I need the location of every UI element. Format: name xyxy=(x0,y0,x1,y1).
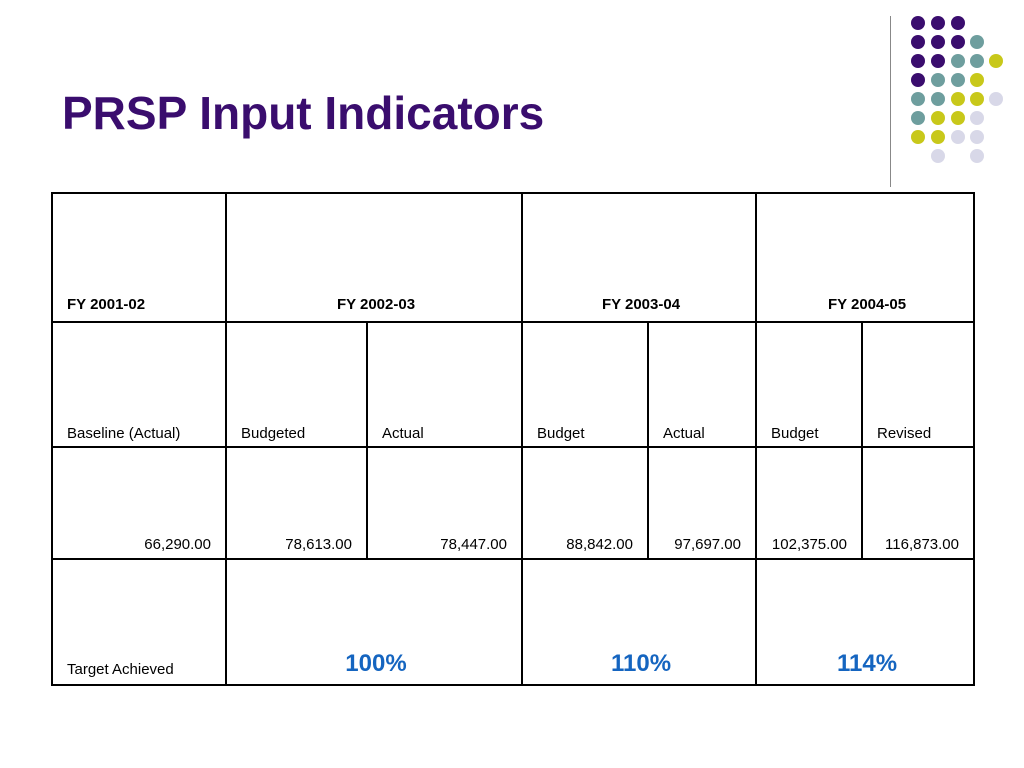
value-fy2004-revised: 116,873.00 xyxy=(861,446,975,560)
decorative-dot xyxy=(931,130,945,144)
decorative-dot xyxy=(931,92,945,106)
value-fy2002-actual: 78,447.00 xyxy=(366,446,523,560)
table-values-row: 66,290.00 78,613.00 78,447.00 88,842.00 … xyxy=(51,446,975,560)
decorative-dot xyxy=(911,73,925,87)
decorative-dot xyxy=(970,130,984,144)
decorative-dot xyxy=(931,16,945,30)
table-header-row: FY 2001-02 FY 2002-03 FY 2003-04 FY 2004… xyxy=(51,192,975,323)
decorative-dot xyxy=(931,149,945,163)
decorative-dot xyxy=(970,111,984,125)
decorative-dot xyxy=(989,92,1003,106)
decorative-dot xyxy=(970,92,984,106)
subheader-fy2004-budget: Budget xyxy=(755,321,863,448)
value-baseline: 66,290.00 xyxy=(51,446,227,560)
decorative-dot xyxy=(970,149,984,163)
decorative-dot xyxy=(931,35,945,49)
value-fy2003-actual: 97,697.00 xyxy=(647,446,757,560)
decorative-dot xyxy=(951,130,965,144)
title-divider-line xyxy=(890,16,891,187)
indicators-table: FY 2001-02 FY 2002-03 FY 2003-04 FY 2004… xyxy=(51,192,975,686)
header-cell-fy2001: FY 2001-02 xyxy=(51,192,227,323)
decorative-dot xyxy=(951,111,965,125)
decorative-dot xyxy=(970,73,984,87)
decorative-dot xyxy=(989,54,1003,68)
decorative-dot xyxy=(911,16,925,30)
table-subheader-row: Baseline (Actual) Budgeted Actual Budget… xyxy=(51,321,975,448)
value-fy2002-budgeted: 78,613.00 xyxy=(225,446,368,560)
header-cell-fy2002: FY 2002-03 xyxy=(225,192,523,323)
target-fy2004-percent: 114% xyxy=(755,558,975,686)
decorative-dot xyxy=(970,54,984,68)
table-target-row: Target Achieved 100% 110% 114% xyxy=(51,558,975,686)
decorative-dot xyxy=(911,111,925,125)
header-cell-fy2004: FY 2004-05 xyxy=(755,192,975,323)
header-cell-fy2003: FY 2003-04 xyxy=(521,192,757,323)
decorative-dot xyxy=(911,92,925,106)
decorative-dot xyxy=(970,35,984,49)
decorative-dot xyxy=(931,111,945,125)
decorative-dot xyxy=(931,54,945,68)
slide-title: PRSP Input Indicators xyxy=(62,87,545,139)
target-fy2002-percent: 100% xyxy=(225,558,523,686)
decorative-dot xyxy=(931,73,945,87)
decorative-dot xyxy=(951,35,965,49)
subheader-fy2002-budgeted: Budgeted xyxy=(225,321,368,448)
decorative-dot xyxy=(911,35,925,49)
subheader-fy2003-budget: Budget xyxy=(521,321,649,448)
value-fy2003-budget: 88,842.00 xyxy=(521,446,649,560)
decorative-dot xyxy=(951,92,965,106)
target-fy2003-percent: 110% xyxy=(521,558,757,686)
decorative-dot xyxy=(911,54,925,68)
decorative-dot xyxy=(951,16,965,30)
value-fy2004-budget: 102,375.00 xyxy=(755,446,863,560)
decorative-dot xyxy=(911,130,925,144)
subheader-fy2003-actual: Actual xyxy=(647,321,757,448)
decorative-dot xyxy=(951,54,965,68)
subheader-baseline: Baseline (Actual) xyxy=(51,321,227,448)
subheader-fy2004-revised: Revised xyxy=(861,321,975,448)
decorative-dot xyxy=(951,73,965,87)
target-achieved-label: Target Achieved xyxy=(51,558,227,686)
subheader-fy2002-actual: Actual xyxy=(366,321,523,448)
